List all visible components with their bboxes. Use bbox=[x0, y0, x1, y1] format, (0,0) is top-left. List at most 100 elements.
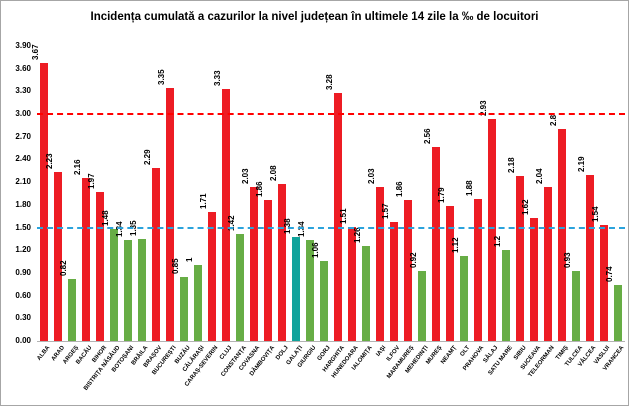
bar bbox=[558, 129, 566, 341]
bar-value-label: 2.08 bbox=[269, 165, 278, 181]
bar-value-label: 1.86 bbox=[255, 181, 264, 198]
bar bbox=[362, 245, 370, 341]
bar bbox=[530, 218, 538, 341]
bar bbox=[376, 187, 384, 341]
bar bbox=[166, 87, 174, 341]
bar bbox=[404, 200, 412, 341]
bar bbox=[572, 270, 580, 341]
bar bbox=[390, 222, 398, 341]
bar-value-label: 2.03 bbox=[367, 168, 376, 185]
bar-value-label: 3.28 bbox=[325, 74, 334, 90]
bar-value-label: 1.48 bbox=[101, 210, 110, 227]
bar-value-label: 1.79 bbox=[437, 187, 446, 203]
bar-value-label: 0.92 bbox=[409, 252, 418, 269]
y-axis-tick-label: 0.90 bbox=[15, 267, 31, 277]
bar-value-label: 2.23 bbox=[45, 153, 54, 170]
bar bbox=[40, 63, 48, 341]
bar-value-label: 3.67 bbox=[31, 44, 40, 61]
bar bbox=[586, 175, 594, 341]
bar-value-label: 0.74 bbox=[605, 266, 614, 283]
bar-value-label: 1.71 bbox=[199, 193, 208, 209]
threshold-line bbox=[37, 113, 625, 116]
bar bbox=[180, 276, 188, 341]
bar-value-label: 1.51 bbox=[339, 208, 348, 224]
bar-value-label: 1.57 bbox=[381, 203, 390, 220]
bar-value-label: 0.82 bbox=[59, 260, 68, 276]
bar bbox=[418, 271, 426, 341]
bar bbox=[96, 191, 104, 341]
y-axis-tick-label: 3.30 bbox=[15, 86, 31, 96]
y-axis-tick-label: 1.80 bbox=[15, 199, 31, 209]
bar bbox=[54, 172, 62, 341]
y-axis-tick-label: 3.90 bbox=[15, 41, 31, 50]
bar-value-label: 2.18 bbox=[507, 157, 516, 174]
bar-value-label: 2.03 bbox=[241, 168, 250, 185]
bar bbox=[152, 167, 160, 341]
y-axis-tick-label: 0.30 bbox=[15, 313, 31, 323]
bar bbox=[502, 250, 510, 341]
y-axis-tick-label: 0.00 bbox=[15, 336, 31, 345]
bar bbox=[292, 236, 300, 341]
bar bbox=[306, 239, 314, 341]
bar bbox=[544, 186, 552, 341]
y-axis-tick-label: 3.00 bbox=[15, 109, 31, 119]
bar-value-label: 1 bbox=[185, 257, 194, 263]
bar-value-label: 1.34 bbox=[297, 221, 306, 237]
bar bbox=[264, 200, 272, 341]
bar bbox=[110, 229, 118, 341]
bar-value-label: 1.12 bbox=[451, 237, 460, 254]
bar-value-label: 2.04 bbox=[535, 168, 544, 184]
bar-value-label: 1.06 bbox=[311, 242, 320, 258]
y-axis-tick-label: 2.70 bbox=[15, 131, 31, 141]
bar-value-label: 2.56 bbox=[423, 128, 432, 145]
bar-value-label: 1.88 bbox=[465, 180, 474, 196]
bar bbox=[488, 119, 496, 341]
bar bbox=[236, 233, 244, 341]
bar bbox=[600, 224, 608, 341]
bar bbox=[432, 147, 440, 341]
bar bbox=[124, 239, 132, 341]
bar-value-label: 1.97 bbox=[87, 173, 96, 189]
bar bbox=[460, 256, 468, 341]
bar-value-label: 2.29 bbox=[143, 149, 152, 165]
bar bbox=[614, 285, 622, 341]
x-axis-category-label: ALBA bbox=[36, 345, 52, 362]
bar bbox=[474, 198, 482, 341]
bar-value-label: 0.93 bbox=[563, 252, 572, 268]
bar bbox=[320, 260, 328, 341]
x-axis-line bbox=[37, 341, 625, 342]
bar-value-label: 2.8 bbox=[549, 115, 558, 127]
y-axis-tick-label: 1.50 bbox=[15, 222, 31, 232]
bar-value-label: 0.85 bbox=[171, 258, 180, 274]
bar bbox=[446, 205, 454, 341]
y-axis-tick-label: 0.60 bbox=[15, 290, 31, 300]
bar bbox=[194, 265, 202, 341]
threshold-line bbox=[37, 226, 625, 229]
bar-value-label: 1.62 bbox=[521, 199, 530, 216]
y-axis-tick-label: 1.20 bbox=[15, 245, 31, 255]
bar bbox=[516, 176, 524, 341]
bar bbox=[334, 92, 342, 341]
bar-value-label: 3.35 bbox=[157, 69, 166, 85]
bar bbox=[68, 278, 76, 341]
bar bbox=[278, 183, 286, 341]
bar-value-label: 1.34 bbox=[115, 221, 124, 237]
chart-title: Incidența cumulată a cazurilor la nivel … bbox=[90, 11, 539, 23]
y-axis-tick-label: 3.60 bbox=[15, 63, 31, 73]
bar-value-label: 1.54 bbox=[591, 205, 600, 222]
bar-value-label: 1.86 bbox=[395, 181, 404, 198]
bar-value-label: 1.2 bbox=[493, 236, 502, 248]
bar bbox=[138, 238, 146, 341]
y-axis-tick-label: 2.10 bbox=[15, 177, 31, 187]
bar-value-label: 3.33 bbox=[213, 70, 222, 87]
bar bbox=[348, 226, 356, 341]
bar bbox=[82, 177, 90, 341]
bar-value-label: 1.26 bbox=[353, 227, 362, 243]
bar bbox=[208, 211, 216, 341]
bar-value-label: 2.19 bbox=[577, 156, 586, 173]
bar bbox=[222, 89, 230, 341]
bar bbox=[250, 187, 258, 341]
bar-value-label: 2.16 bbox=[73, 159, 82, 175]
